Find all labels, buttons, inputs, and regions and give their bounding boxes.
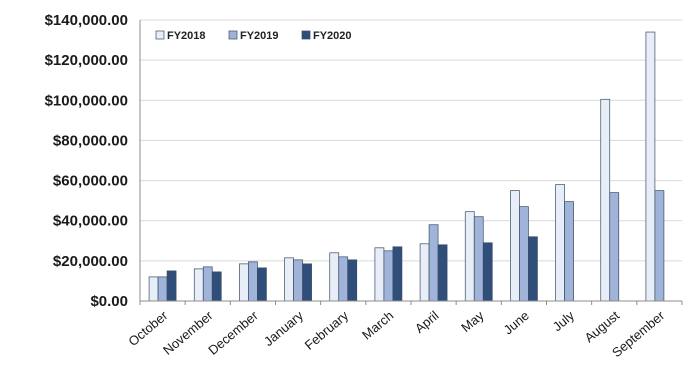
y-tick-label: $120,000.00 (45, 52, 128, 69)
legend-swatch-fy2019 (228, 30, 238, 40)
bar-fy2020-october (166, 270, 177, 302)
x-category-label: July (550, 307, 578, 334)
bar-fy2019-august (609, 192, 620, 302)
x-category-label: April (412, 308, 442, 336)
bar-fy2018-september (645, 31, 656, 302)
bar-fy2019-july (564, 201, 574, 302)
y-tick-label: $100,000.00 (45, 92, 128, 109)
bars (148, 31, 665, 302)
y-tick-label: $40,000.00 (53, 213, 128, 230)
axes (139, 20, 683, 305)
x-category-label: August (582, 308, 623, 346)
x-category-label: December (205, 307, 261, 357)
bar-fy2019-october (157, 276, 168, 302)
bar-fy2018-february (329, 252, 340, 302)
bar-fy2020-february (347, 259, 358, 302)
legend-label-fy2019: FY2019 (240, 30, 279, 42)
bar-fy2018-november (193, 268, 204, 302)
y-tick-label: $0.00 (90, 293, 128, 310)
bar-fy2019-may (473, 216, 484, 302)
bar-fy2020-april (437, 244, 448, 302)
bar-fy2018-august (600, 98, 611, 302)
y-axis-ticks: $0.00 $20,000.00 $40,000.00 $60,000.00 $80,0… (45, 12, 128, 310)
bar-fy2019-march (383, 250, 394, 302)
gridlines (140, 19, 682, 262)
y-tick-label: $60,000.00 (53, 173, 128, 190)
bar-fy2019-september (654, 190, 665, 302)
bar-fy2018-january (284, 257, 294, 302)
legend-label-fy2020: FY2020 (313, 30, 352, 42)
y-tick-label: $140,000.00 (45, 12, 128, 29)
bar-fy2019-november (202, 266, 213, 302)
bar-fy2019-january (293, 259, 303, 302)
bar-fy2019-april (428, 224, 439, 302)
y-tick-label: $20,000.00 (53, 253, 128, 270)
bar-fy2018-july (555, 184, 565, 302)
bar-fy2020-june (528, 236, 538, 302)
x-category-label: February (302, 307, 352, 352)
bar-fy2020-may (482, 242, 493, 302)
bar-fy2020-november (211, 271, 222, 302)
bar-fy2019-february (338, 256, 349, 302)
x-category-label: May (458, 307, 487, 335)
bar-fy2018-may (464, 211, 475, 302)
y-tick-label: $80,000.00 (53, 132, 128, 149)
bar-fy2018-april (419, 243, 430, 302)
bar-fy2020-january (302, 263, 312, 302)
x-category-label: June (501, 308, 532, 338)
bar-fy2018-march (374, 247, 385, 302)
bar-fy2020-december (257, 267, 267, 302)
x-category-label: March (359, 308, 396, 343)
legend-label-fy2018: FY2018 (167, 30, 206, 42)
bar-fy2018-june (510, 190, 520, 302)
bar-fy2019-december (248, 261, 258, 302)
legend: FY2018 FY2019 FY2020 (155, 30, 352, 42)
legend-swatch-fy2018 (155, 30, 165, 40)
bar-fy2019-june (519, 206, 529, 302)
bar-fy2018-october (148, 276, 159, 302)
legend-swatch-fy2020 (301, 30, 311, 40)
bar-fy2018-december (239, 263, 249, 302)
x-category-label: January (261, 307, 306, 349)
bar-fy2020-march (392, 246, 403, 302)
